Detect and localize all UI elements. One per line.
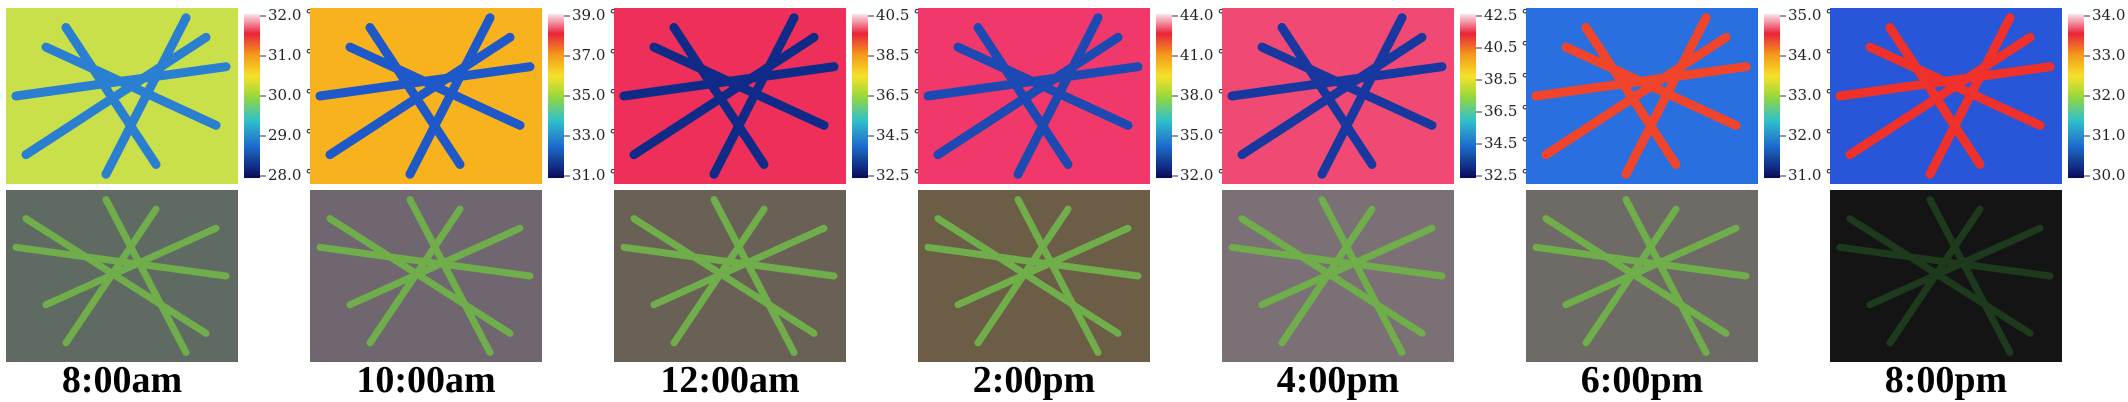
color-bar-label: 31.0 ℃ [1788, 166, 1843, 184]
panel: 40.5 ℃ 38.5 ℃ 36.5 ℃ 34.5 ℃ 32.5 ℃ 12:00am [614, 6, 931, 401]
color-bar-label: 34.5 ℃ [876, 126, 931, 144]
color-bar-label: 37.0 ℃ [572, 46, 627, 64]
time-label: 12:00am [660, 359, 799, 401]
photo-leaf [620, 243, 838, 280]
photo-leaf [954, 224, 1132, 309]
photo-leaf [1014, 196, 1102, 356]
color-bar-label: 38.5 ℃ [1484, 70, 1539, 88]
leaf [953, 42, 1133, 130]
leaf [1561, 42, 1741, 130]
color-bar-label: 39.0 ℃ [572, 6, 627, 24]
panel: 39.0 ℃ 37.0 ℃ 35.0 ℃ 33.0 ℃ 31.0 ℃ 10:00am [310, 6, 627, 401]
photo-leaf [924, 243, 1142, 280]
panel: 44.0 ℃ 41.0 ℃ 38.0 ℃ 35.0 ℃ 32.0 ℃ 2:00pm [918, 6, 1235, 401]
color-bar-label: 38.0 ℃ [1180, 86, 1235, 104]
color-bar-label: 34.0 ℃ [2092, 6, 2128, 24]
color-bar-label: 33.0 ℃ [2092, 46, 2128, 64]
color-bar-label: 30.0 ℃ [268, 86, 323, 104]
leaf [649, 42, 829, 130]
photo-leaf [1228, 243, 1446, 280]
color-bar-label: 32.0 ℃ [1180, 166, 1235, 184]
leaf [1257, 42, 1437, 130]
photo-leaf [1926, 196, 2014, 356]
color-bar-label: 36.5 ℃ [1484, 102, 1539, 120]
leaf [1581, 23, 1681, 169]
leaf [973, 23, 1073, 169]
photo-leaf [406, 196, 494, 356]
photo-leaf [1866, 224, 2044, 309]
color-bar-label: 35.0 ℃ [1788, 6, 1843, 24]
color-bar-label: 30.0 ℃ [2092, 166, 2128, 184]
panel: 34.0 ℃ 33.0 ℃ 32.0 ℃ 31.0 ℃ 30.0 ℃ 8:00pm [1830, 6, 2128, 401]
photo-leaf [1836, 243, 2054, 280]
color-bar-label: 31.0 ℃ [572, 166, 627, 184]
color-bar-label: 42.5 ℃ [1484, 6, 1539, 24]
photo-leaf [102, 196, 190, 356]
color-bar-label: 34.0 ℃ [1788, 46, 1843, 64]
leaf [365, 23, 465, 169]
photo-leaf [1258, 224, 1436, 309]
color-bar-label: 32.0 ℃ [268, 6, 323, 24]
time-label: 8:00am [62, 359, 182, 401]
color-bar [852, 14, 868, 178]
color-bar-label: 32.5 ℃ [876, 166, 931, 184]
color-bar-label: 32.5 ℃ [1484, 166, 1539, 184]
color-bar-label: 44.0 ℃ [1180, 6, 1235, 24]
color-bar [244, 14, 260, 178]
color-bar-label: 33.0 ℃ [1788, 86, 1843, 104]
photo-leaf [710, 196, 798, 356]
time-label: 4:00pm [1277, 359, 1399, 401]
panel: 42.5 ℃ 40.5 ℃ 38.5 ℃ 36.5 ℃ 34.5 ℃ 32.5 ℃ 4:00… [1222, 6, 1539, 401]
color-bar-label: 28.0 ℃ [268, 166, 323, 184]
color-bar-label: 29.0 ℃ [268, 126, 323, 144]
photo-leaf [650, 224, 828, 309]
color-bar-label: 35.0 ℃ [1180, 126, 1235, 144]
color-bar [548, 14, 564, 178]
leaf [1277, 23, 1377, 169]
color-bar-label: 32.0 ℃ [2092, 86, 2128, 104]
color-bar-label: 40.5 ℃ [1484, 38, 1539, 56]
photo-leaf [316, 243, 534, 280]
leaf [669, 23, 769, 169]
photo-leaf [1318, 196, 1406, 356]
leaf [345, 42, 525, 130]
color-bar-label: 31.0 ℃ [2092, 126, 2128, 144]
time-label: 6:00pm [1581, 359, 1703, 401]
color-bar-label: 32.0 ℃ [1788, 126, 1843, 144]
color-bar-label: 36.5 ℃ [876, 86, 931, 104]
color-bar-label: 34.5 ℃ [1484, 134, 1539, 152]
color-bar [1156, 14, 1172, 178]
photo-leaf [1532, 243, 1750, 280]
photo-leaf [1562, 224, 1740, 309]
color-bar [1460, 14, 1476, 178]
color-bar [2068, 14, 2084, 178]
leaf [1865, 42, 2045, 130]
time-label: 8:00pm [1885, 359, 2007, 401]
photo-leaf [42, 224, 220, 309]
color-bar-label: 40.5 ℃ [876, 6, 931, 24]
leaf [61, 23, 161, 169]
color-bar-label: 31.0 ℃ [268, 46, 323, 64]
panel: 32.0 ℃ 31.0 ℃ 30.0 ℃ 29.0 ℃ 28.0 ℃ 8:00am [6, 6, 323, 401]
time-label: 10:00am [356, 359, 495, 401]
color-bar-label: 38.5 ℃ [876, 46, 931, 64]
leaf [41, 42, 221, 130]
color-bar-label: 41.0 ℃ [1180, 46, 1235, 64]
photo-leaf [346, 224, 524, 309]
time-label: 2:00pm [973, 359, 1095, 401]
color-bar-label: 35.0 ℃ [572, 86, 627, 104]
leaf [1885, 23, 1985, 169]
photo-leaf [12, 243, 230, 280]
color-bar [1764, 14, 1780, 178]
panel: 35.0 ℃ 34.0 ℃ 33.0 ℃ 32.0 ℃ 31.0 ℃ 6:00pm [1526, 6, 1843, 401]
color-bar-label: 33.0 ℃ [572, 126, 627, 144]
photo-leaf [1622, 196, 1710, 356]
